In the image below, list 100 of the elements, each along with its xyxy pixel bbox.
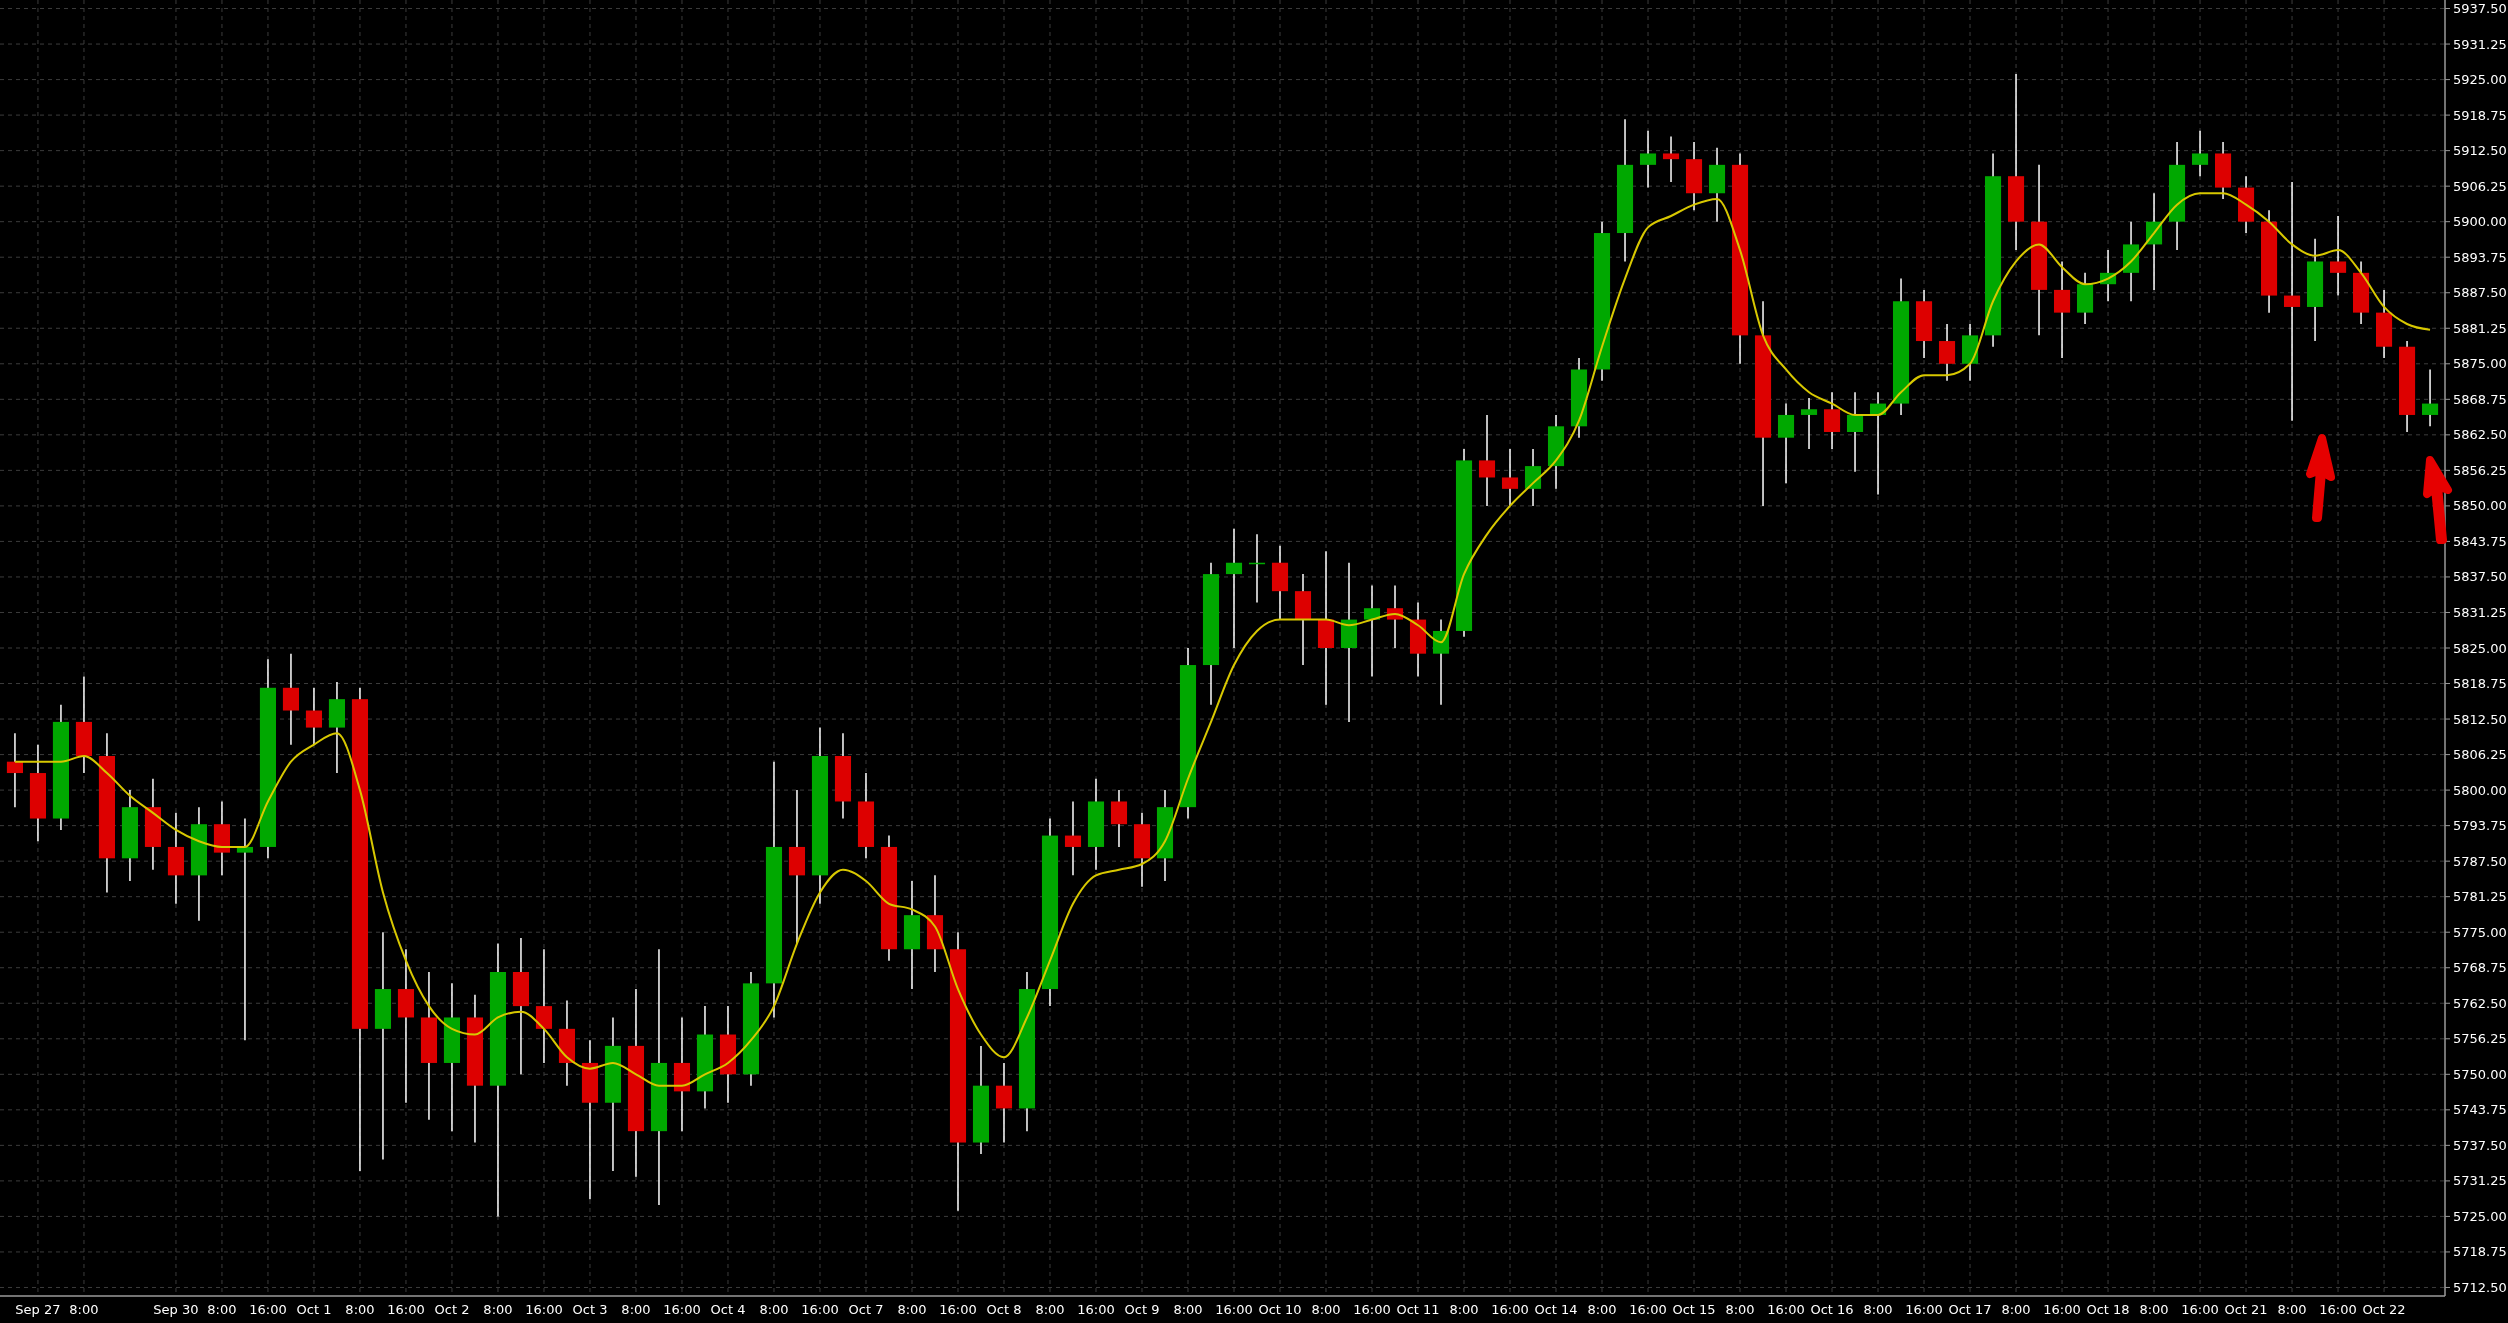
candlestick — [2330, 215, 2347, 297]
y-tick-label: 5887.50 — [2453, 285, 2507, 301]
x-tick-label: Oct 16 — [1810, 1302, 1854, 1317]
x-tick-label: Oct 9 — [1124, 1302, 1160, 1317]
candlestick — [2283, 181, 2301, 422]
candlestick — [1363, 584, 1381, 678]
x-tick-label: 8:00 — [759, 1302, 789, 1317]
y-tick-label: 5718.75 — [2453, 1244, 2507, 1260]
x-tick-label: Sep 27 — [15, 1302, 61, 1317]
x-tick-label: 16:00 — [1353, 1302, 1391, 1317]
x-tick-label: 8:00 — [1311, 1302, 1341, 1317]
x-tick-label: 8:00 — [2001, 1302, 2031, 1317]
candlestick — [1524, 448, 1542, 507]
y-tick-label: 5931.25 — [2453, 36, 2507, 52]
x-tick-label: 8:00 — [1449, 1302, 1479, 1317]
candlestick — [2191, 129, 2209, 177]
candlestick — [2053, 260, 2071, 359]
candlestick — [2422, 368, 2439, 428]
candlestick — [236, 817, 254, 1041]
y-tick-label: 5775.00 — [2453, 924, 2507, 940]
y-tick-label: 5843.75 — [2453, 533, 2507, 549]
y-tick-label: 5812.50 — [2453, 711, 2507, 727]
candlestick — [995, 1062, 1013, 1144]
candlestick — [535, 948, 553, 1064]
y-tick-label: 5750.00 — [2453, 1066, 2507, 1082]
y-tick-label: 5800.00 — [2453, 782, 2507, 798]
candlestick — [1225, 527, 1243, 649]
x-tick-label: 16:00 — [1077, 1302, 1115, 1317]
x-tick-label: 8:00 — [1035, 1302, 1065, 1317]
y-tick-label: 5818.75 — [2453, 676, 2507, 692]
candlestick — [1662, 135, 1680, 183]
y-tick-label: 5731.25 — [2453, 1173, 2507, 1189]
x-tick-label: 16:00 — [525, 1302, 563, 1317]
x-tick-label: 8:00 — [69, 1302, 99, 1317]
y-tick-label: 5918.75 — [2453, 107, 2507, 123]
x-tick-label: 8:00 — [1587, 1302, 1617, 1317]
y-tick-label: 5837.50 — [2453, 569, 2507, 585]
candlestick — [1501, 448, 1519, 507]
candlestick — [1823, 391, 1841, 450]
x-tick-label: 8:00 — [897, 1302, 927, 1317]
y-tick-label: 5856.25 — [2453, 462, 2507, 478]
x-tick-label: Oct 3 — [572, 1302, 608, 1317]
candlestick — [1846, 391, 1864, 473]
x-tick-label: Oct 22 — [2362, 1302, 2406, 1317]
x-tick-label: Oct 17 — [1948, 1302, 1992, 1317]
y-tick-label: 5893.75 — [2453, 249, 2507, 265]
x-tick-label: Oct 7 — [848, 1302, 884, 1317]
x-tick-label: 8:00 — [1173, 1302, 1203, 1317]
y-tick-label: 5881.25 — [2453, 320, 2507, 336]
x-tick-label: 16:00 — [249, 1302, 287, 1317]
y-tick-label: 5925.00 — [2453, 72, 2507, 88]
x-tick-label: 16:00 — [939, 1302, 977, 1317]
y-tick-label: 5781.25 — [2453, 889, 2507, 905]
candlestick — [1478, 414, 1496, 507]
y-tick-label: 5725.00 — [2453, 1208, 2507, 1224]
y-tick-label: 5912.50 — [2453, 143, 2507, 159]
x-tick-label: 8:00 — [483, 1302, 513, 1317]
y-tick-label: 5743.75 — [2453, 1102, 2507, 1118]
x-tick-label: 8:00 — [2277, 1302, 2307, 1317]
candlestick — [1110, 789, 1128, 848]
y-tick-label: 5806.25 — [2453, 747, 2507, 763]
y-tick-label: 5762.50 — [2453, 995, 2507, 1011]
y-tick-label: 5737.50 — [2453, 1137, 2507, 1153]
y-tick-label: 5831.25 — [2453, 605, 2507, 621]
x-tick-label: 16:00 — [2181, 1302, 2219, 1317]
x-tick-label: 16:00 — [1767, 1302, 1805, 1317]
x-tick-label: Oct 14 — [1534, 1302, 1578, 1317]
y-tick-label: 5900.00 — [2453, 214, 2507, 230]
y-tick-label: 5712.50 — [2453, 1280, 2507, 1296]
y-tick-label: 5756.25 — [2453, 1031, 2507, 1047]
x-tick-label: Oct 2 — [434, 1302, 470, 1317]
x-tick-label: 8:00 — [2139, 1302, 2169, 1317]
x-tick-label: 16:00 — [801, 1302, 839, 1317]
y-tick-label: 5868.75 — [2453, 391, 2507, 407]
y-tick-label: 5906.25 — [2453, 178, 2507, 194]
x-tick-label: Oct 4 — [710, 1302, 746, 1317]
x-tick-label: 16:00 — [2319, 1302, 2357, 1317]
candlestick — [1639, 129, 1657, 189]
candlestick — [1064, 800, 1082, 877]
x-tick-label: 16:00 — [1629, 1302, 1667, 1317]
x-tick-label: 16:00 — [2043, 1302, 2081, 1317]
candlestick — [282, 652, 300, 746]
x-tick-label: Oct 11 — [1396, 1302, 1440, 1317]
y-tick-label: 5825.00 — [2453, 640, 2507, 656]
x-tick-label: 16:00 — [663, 1302, 701, 1317]
candlestick — [305, 687, 323, 746]
x-tick-label: 8:00 — [1725, 1302, 1755, 1317]
x-tick-label: Oct 15 — [1672, 1302, 1716, 1317]
x-tick-label: Sep 30 — [153, 1302, 199, 1317]
candlestick — [1938, 323, 1956, 382]
x-tick-label: Oct 8 — [986, 1302, 1022, 1317]
x-tick-label: Oct 1 — [296, 1302, 332, 1317]
candlestick — [1777, 402, 1795, 484]
x-tick-label: 8:00 — [621, 1302, 651, 1317]
y-tick-label: 5850.00 — [2453, 498, 2507, 514]
x-tick-label: 8:00 — [1863, 1302, 1893, 1317]
y-tick-label: 5768.75 — [2453, 960, 2507, 976]
x-tick-label: 8:00 — [207, 1302, 237, 1317]
y-tick-label: 5787.50 — [2453, 853, 2507, 869]
y-tick-label: 5793.75 — [2453, 818, 2507, 834]
